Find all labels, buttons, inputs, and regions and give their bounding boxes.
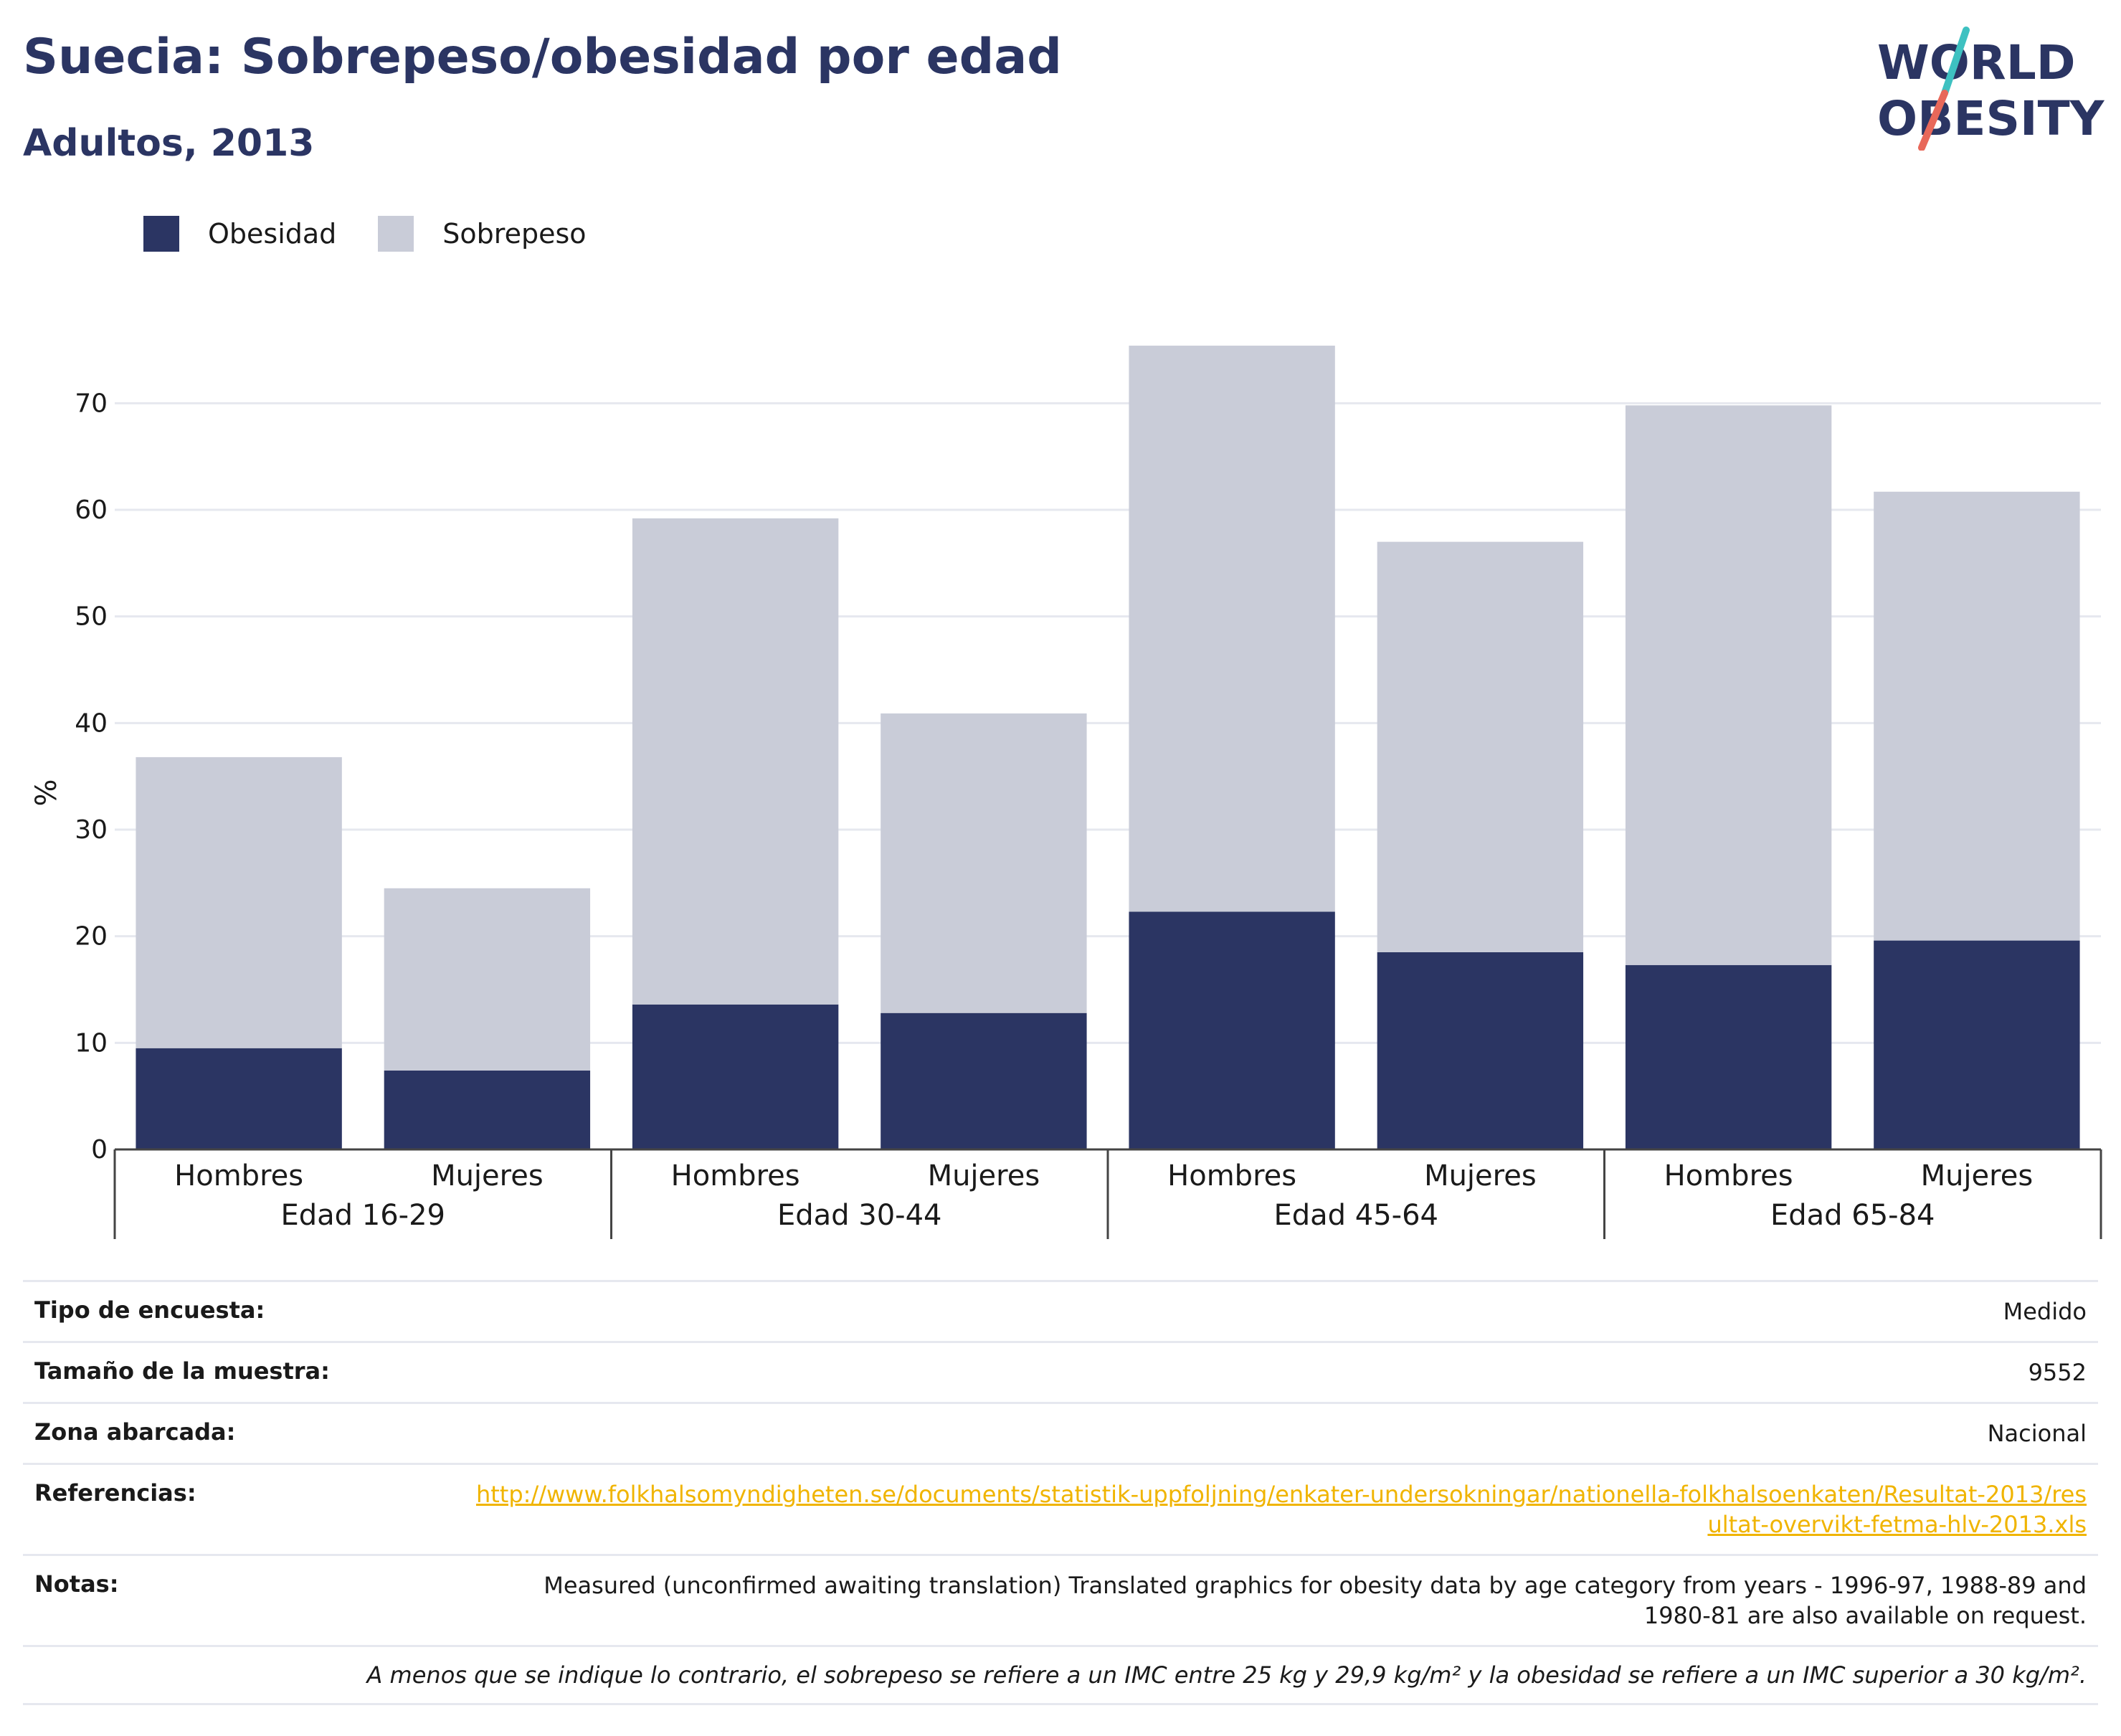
- x-category-label: Mujeres: [431, 1159, 544, 1192]
- legend-item-sobrepeso[interactable]: Sobrepeso: [378, 216, 587, 252]
- bar-obesidad: [1377, 952, 1584, 1149]
- bar-sobrepeso: [384, 888, 591, 1071]
- logo-line1: WORLD: [1877, 35, 2076, 90]
- survey-info-table: Tipo de encuesta: Medido Tamaño de la mu…: [23, 1280, 2098, 1705]
- info-row-area: Zona abarcada: Nacional: [23, 1402, 2098, 1463]
- bar-sobrepeso: [881, 713, 1087, 1013]
- chart-legend: Obesidad Sobrepeso: [143, 215, 628, 252]
- info-row-notes: Notas: Measured (unconfirmed awaiting tr…: [23, 1554, 2098, 1645]
- x-category-label: Mujeres: [1424, 1159, 1537, 1192]
- sample-size-label: Tamaño de la muestra:: [34, 1357, 330, 1385]
- bar-obesidad: [1129, 911, 1335, 1149]
- references-link[interactable]: http://www.folkhalsomyndigheten.se/docum…: [475, 1481, 2087, 1538]
- y-tick-label: 70: [75, 389, 108, 418]
- x-category-label: Mujeres: [1921, 1159, 2034, 1192]
- bar-sobrepeso: [136, 756, 342, 1048]
- y-tick-label: 40: [75, 708, 108, 738]
- y-tick-label: 60: [75, 495, 108, 525]
- legend-label-obesidad: Obesidad: [208, 218, 337, 250]
- legend-label-sobrepeso: Sobrepeso: [442, 218, 587, 250]
- page-title: Suecia: Sobrepeso/obesidad por edad: [23, 29, 1062, 85]
- references-label: Referencias:: [34, 1479, 196, 1507]
- y-tick-label: 20: [75, 922, 108, 952]
- logo-slash-top: [1941, 27, 1970, 97]
- x-category-label: Hombres: [174, 1159, 303, 1192]
- survey-type-value: Medido: [2003, 1298, 2087, 1325]
- stacked-bar-chart: 0 10 20 30 40 50 60 70% Hombres Mujeres Hombres Muj…: [30, 346, 2102, 1239]
- x-category-label: Hombres: [671, 1159, 800, 1192]
- info-row-references: Referencias: http://www.folkhalsomyndigh…: [23, 1463, 2098, 1554]
- bar-obesidad: [1874, 940, 2080, 1149]
- sample-size-value: 9552: [2028, 1359, 2087, 1386]
- x-category-label: Hombres: [1664, 1159, 1793, 1192]
- bar-obesidad: [632, 1004, 839, 1149]
- x-category-label: Mujeres: [928, 1159, 1040, 1192]
- x-group-label: Edad 45-64: [1273, 1199, 1438, 1232]
- y-tick-label: 10: [75, 1028, 108, 1058]
- logo-slash-bottom: [1918, 90, 1948, 151]
- info-row-survey-type: Tipo de encuesta: Medido: [23, 1280, 2098, 1341]
- info-row-sample-size: Tamaño de la muestra: 9552: [23, 1341, 2098, 1402]
- notes-label: Notas:: [34, 1570, 119, 1598]
- bar-sobrepeso: [632, 518, 839, 1005]
- x-group-label: Edad 16-29: [280, 1199, 445, 1232]
- page-subtitle: Adultos, 2013: [23, 122, 315, 165]
- x-group-label: Edad 30-44: [777, 1199, 942, 1232]
- bar-sobrepeso: [1377, 541, 1584, 952]
- y-tick-label: 50: [75, 602, 108, 632]
- notes-value: Measured (unconfirmed awaiting translati…: [544, 1572, 2087, 1629]
- world-obesity-logo: WORLD OBESITY: [1877, 27, 2105, 151]
- area-label: Zona abarcada:: [34, 1418, 236, 1446]
- bar-sobrepeso: [1625, 405, 1832, 965]
- bar-obesidad: [881, 1012, 1087, 1149]
- bar-obesidad: [1625, 964, 1832, 1149]
- legend-swatch-sobrepeso: [378, 216, 414, 252]
- y-tick-label: 30: [75, 815, 108, 845]
- definition-footnote: A menos que se indique lo contrario, el …: [23, 1645, 2098, 1705]
- bar-sobrepeso: [1129, 346, 1335, 912]
- y-axis-label: %: [30, 779, 63, 806]
- legend-item-obesidad[interactable]: Obesidad: [143, 216, 336, 252]
- bar-sobrepeso: [1874, 491, 2080, 941]
- bar-obesidad: [384, 1070, 591, 1149]
- area-value: Nacional: [1987, 1420, 2087, 1447]
- x-group-label: Edad 65-84: [1770, 1199, 1935, 1232]
- legend-swatch-obesidad: [143, 216, 179, 252]
- x-category-label: Hombres: [1167, 1159, 1296, 1192]
- bar-obesidad: [136, 1048, 342, 1149]
- logo-line2: OBESITY: [1877, 91, 2105, 146]
- y-tick-label: 0: [91, 1135, 108, 1165]
- survey-type-label: Tipo de encuesta:: [34, 1296, 265, 1324]
